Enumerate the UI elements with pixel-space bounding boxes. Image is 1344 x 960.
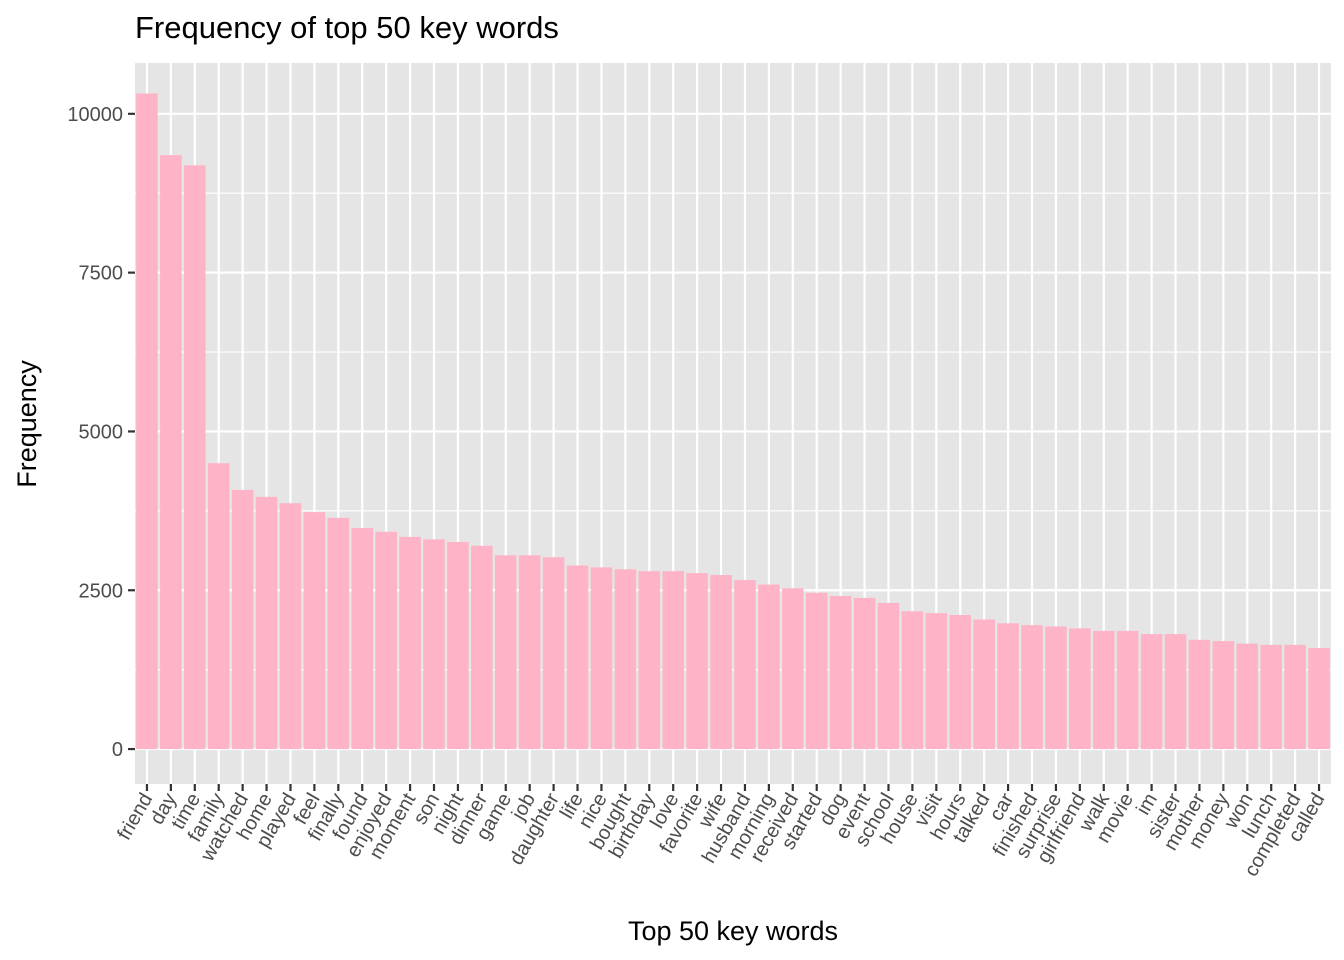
chart-title: Frequency of top 50 key words (135, 10, 559, 45)
bar-favorite (686, 573, 708, 750)
bar-husband (734, 580, 756, 750)
bar-im (1140, 634, 1163, 750)
bar-event (853, 597, 876, 750)
bar-won (1236, 643, 1259, 750)
bar-visit (925, 613, 948, 750)
y-tick-label: 0 (112, 739, 123, 761)
bar-walk (1092, 630, 1115, 750)
bar-school (877, 602, 900, 750)
bar-birthday (638, 571, 661, 750)
bar-wife (710, 575, 732, 750)
bar-daughter (542, 557, 565, 750)
bar-job (518, 555, 541, 750)
bar-morning (758, 584, 780, 750)
bar-played (279, 503, 302, 750)
bar-car (997, 623, 1019, 750)
bar-day (160, 155, 182, 750)
y-tick-label: 10000 (67, 104, 123, 126)
y-axis: 0 2500 5000 7500 10000 (67, 104, 135, 761)
y-tick-label: 2500 (79, 580, 124, 602)
bar-watched (231, 489, 254, 750)
bar-home (255, 496, 278, 750)
bar-mother (1188, 639, 1211, 750)
x-axis: frienddaytimefamilywatchedhomeplayedfeel… (113, 784, 1329, 880)
x-axis-title: Top 50 key words (628, 916, 838, 946)
bar-hours (949, 615, 972, 750)
bar-received (782, 588, 804, 750)
bar-dinner (471, 545, 493, 750)
bar-nice (590, 567, 613, 750)
y-axis-title: Frequency (12, 360, 42, 488)
bar-enjoyed (375, 531, 397, 750)
bar-night (447, 541, 469, 750)
bar-family (207, 463, 230, 750)
bar-life (566, 565, 589, 750)
bar-sister (1164, 634, 1187, 750)
bar-moment (399, 536, 421, 750)
bar-found (351, 527, 374, 750)
bar-lunch (1260, 644, 1282, 750)
bar-feel (303, 512, 326, 750)
bar-friend (136, 93, 158, 750)
bar-game (494, 555, 517, 750)
bar-finally (327, 517, 350, 750)
bar-finished (1021, 625, 1043, 750)
bar-talked (973, 619, 995, 750)
bar-money (1212, 641, 1235, 750)
bar-love (662, 571, 684, 750)
bar-dog (829, 595, 852, 750)
bar-bought (614, 569, 637, 750)
y-tick-label: 5000 (79, 421, 124, 443)
bar-house (901, 611, 924, 750)
bar-called (1308, 648, 1330, 750)
bar-completed (1284, 644, 1306, 750)
bar-time (184, 165, 206, 750)
bar-son (423, 539, 445, 750)
bar-started (805, 592, 828, 750)
bars (136, 93, 1330, 750)
bar-girlfriend (1069, 628, 1091, 750)
bar-movie (1116, 630, 1139, 750)
y-tick-label: 7500 (79, 263, 124, 285)
bar-surprise (1045, 626, 1067, 750)
